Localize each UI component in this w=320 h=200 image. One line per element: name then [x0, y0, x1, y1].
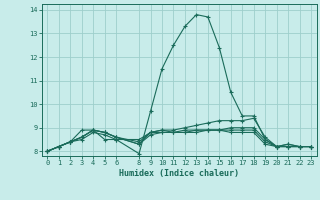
X-axis label: Humidex (Indice chaleur): Humidex (Indice chaleur) — [119, 169, 239, 178]
